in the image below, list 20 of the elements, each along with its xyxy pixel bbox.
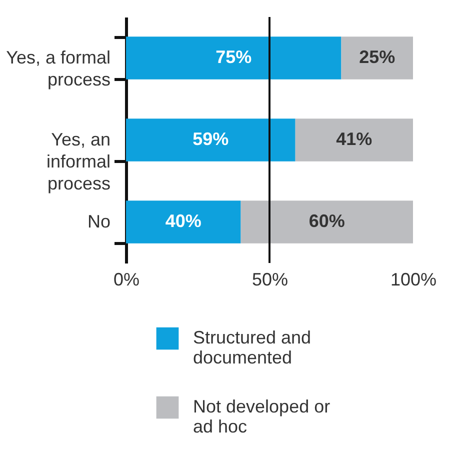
data-label: 41% — [336, 129, 372, 149]
data-label: 60% — [308, 211, 345, 231]
x-tick-label: 0% — [113, 270, 140, 290]
data-label: 75% — [216, 47, 252, 67]
bar — [240, 200, 413, 244]
legend-label: Structured and documented — [193, 328, 312, 368]
bar — [126, 118, 296, 162]
bar — [341, 36, 413, 80]
x-tick-label: 100% — [390, 270, 437, 290]
data-label: 59% — [192, 129, 229, 149]
bar — [126, 200, 241, 244]
data-label: 25% — [359, 47, 396, 67]
data-label: 40% — [165, 211, 202, 231]
legend-label: Not developed or ad hoc — [193, 396, 330, 436]
bar — [295, 118, 413, 162]
y-tick-label: Yes, an informal process — [46, 130, 110, 194]
y-tick-label: No — [87, 212, 110, 232]
x-tick-label: 50% — [252, 270, 288, 290]
bar — [126, 36, 342, 80]
y-tick-label: Yes, a formal process — [6, 48, 110, 90]
